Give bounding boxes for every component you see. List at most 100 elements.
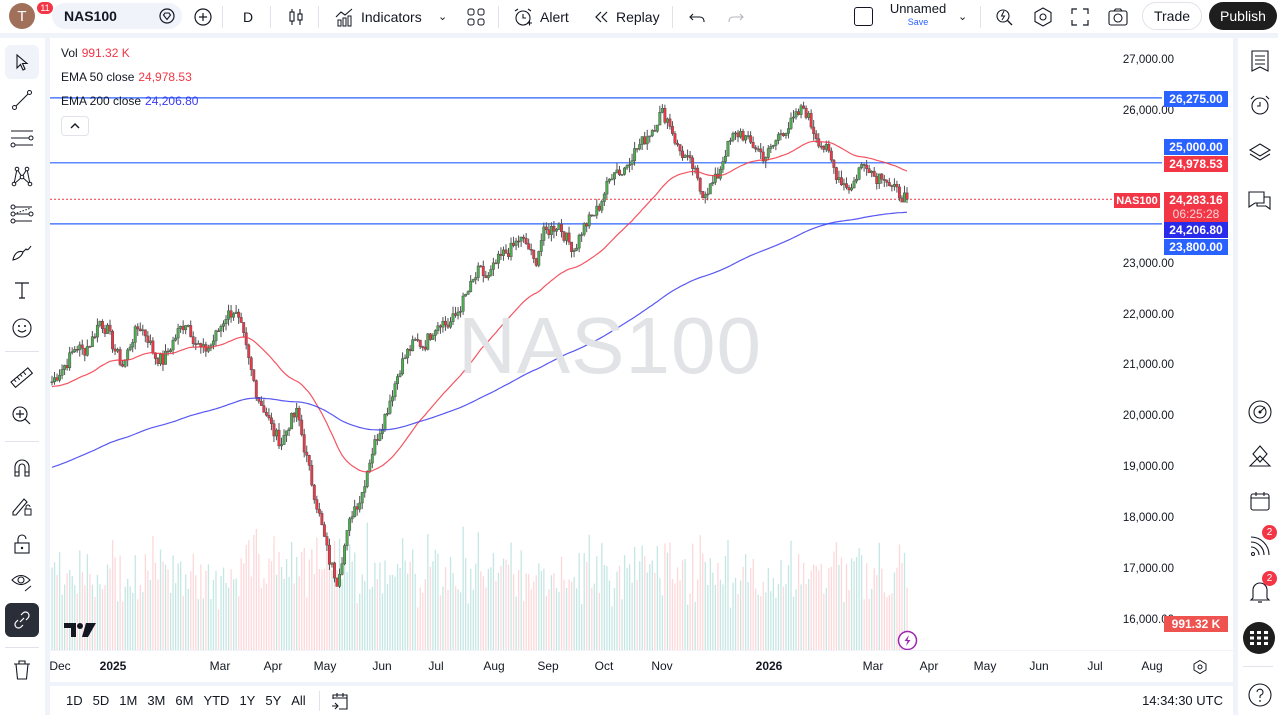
magnet-tool[interactable] bbox=[5, 451, 39, 485]
quick-search-button[interactable] bbox=[993, 0, 1015, 33]
indicators-button[interactable]: Indicators bbox=[333, 0, 422, 33]
chart-pane[interactable]: NAS100 Vol 991.32 K EMA 50 close 24,978.53… bbox=[50, 38, 1233, 682]
right-sidebar: 2 2 bbox=[1238, 38, 1278, 715]
symbol-name: NAS100 bbox=[64, 8, 117, 24]
alerts-panel-button[interactable] bbox=[1245, 90, 1275, 120]
products-menu-button[interactable] bbox=[1243, 622, 1275, 654]
range-5y[interactable]: 5Y bbox=[265, 693, 282, 708]
ideas-icon bbox=[1248, 445, 1272, 467]
tradingview-logo[interactable] bbox=[64, 622, 96, 638]
divider bbox=[318, 690, 320, 711]
time-tick: Jul bbox=[428, 659, 444, 673]
indicators-dropdown[interactable]: ⌄ bbox=[438, 0, 447, 33]
chart-type-button[interactable] bbox=[285, 0, 307, 33]
symbol-price-tag: NAS100 bbox=[1114, 193, 1160, 208]
technicals-button[interactable] bbox=[1245, 397, 1275, 427]
undo-button[interactable] bbox=[687, 0, 709, 33]
lock-all-tool[interactable] bbox=[5, 527, 39, 561]
range-6m[interactable]: 6M bbox=[175, 693, 194, 708]
time-tick: Sep bbox=[537, 659, 559, 673]
brush-tool[interactable] bbox=[5, 235, 39, 269]
alert-button[interactable]: Alert bbox=[512, 0, 569, 33]
fullscreen-button[interactable] bbox=[1069, 0, 1091, 33]
user-avatar[interactable]: T 11 bbox=[9, 1, 54, 29]
price-tick: 20,000.00 bbox=[1122, 410, 1174, 423]
trend-line-tool[interactable] bbox=[5, 83, 39, 117]
axis-settings-icon[interactable] bbox=[1192, 659, 1208, 675]
object-tree-button[interactable] bbox=[1245, 137, 1275, 167]
ideas-button[interactable] bbox=[1245, 441, 1275, 471]
grid-layout-icon bbox=[467, 8, 485, 25]
cursor-tool[interactable] bbox=[5, 45, 39, 79]
brush-icon bbox=[12, 245, 32, 261]
settings-hexagon-icon bbox=[1034, 6, 1052, 27]
compare-button[interactable] bbox=[192, 0, 214, 33]
price-chart[interactable] bbox=[50, 38, 1233, 682]
news-button[interactable]: 2 bbox=[1245, 525, 1277, 561]
redo-button[interactable] bbox=[724, 0, 746, 33]
symbol-search[interactable]: NAS100 bbox=[52, 3, 182, 29]
last-price-label: 24,283.16 06:25:28 bbox=[1164, 192, 1228, 222]
trash-icon bbox=[14, 660, 30, 680]
price-tick: 17,000.00 bbox=[1122, 563, 1174, 575]
hide-drawings-tool[interactable] bbox=[5, 565, 39, 599]
range-3m[interactable]: 3M bbox=[147, 693, 166, 708]
text-tool[interactable] bbox=[5, 273, 39, 307]
notifications-button[interactable]: 2 bbox=[1245, 571, 1277, 607]
sync-drawings-tool[interactable] bbox=[5, 603, 39, 637]
interval-button[interactable]: D bbox=[243, 8, 254, 25]
layout-select-checkbox[interactable] bbox=[854, 0, 873, 33]
range-1m[interactable]: 1M bbox=[119, 693, 138, 708]
trade-button[interactable]: Trade bbox=[1142, 2, 1202, 30]
calendar-icon bbox=[1250, 492, 1270, 511]
watchlist-button[interactable] bbox=[1245, 46, 1275, 76]
help-button[interactable] bbox=[1245, 680, 1275, 710]
xabcd-pattern-icon bbox=[11, 166, 33, 187]
legend-collapse-button[interactable] bbox=[61, 116, 89, 136]
emoji-tool[interactable] bbox=[5, 311, 39, 345]
go-to-date-icon[interactable] bbox=[330, 691, 350, 711]
divider bbox=[5, 647, 39, 648]
gem-icon[interactable] bbox=[158, 7, 176, 25]
time-tick: Nov bbox=[651, 659, 673, 673]
range-1d[interactable]: 1D bbox=[66, 693, 83, 708]
time-tick: Mar bbox=[209, 659, 231, 673]
measure-tool[interactable] bbox=[5, 361, 39, 395]
eye-icon bbox=[11, 574, 32, 592]
price-tick: 26,000.00 bbox=[1122, 104, 1174, 117]
layout-name-button[interactable]: Unnamed Save bbox=[886, 2, 950, 29]
range-all[interactable]: All bbox=[291, 693, 306, 708]
range-1y[interactable]: 1Y bbox=[239, 693, 256, 708]
layouts-button[interactable] bbox=[465, 0, 487, 33]
notifications-badge: 2 bbox=[1262, 571, 1277, 586]
chats-button[interactable] bbox=[1245, 186, 1275, 216]
snapshot-button[interactable] bbox=[1107, 0, 1129, 33]
zoom-in-tool[interactable] bbox=[5, 399, 39, 433]
legend-ema50[interactable]: EMA 50 close 24,978.53 bbox=[61, 70, 192, 84]
replay-button[interactable]: Replay bbox=[592, 0, 660, 33]
divider bbox=[5, 351, 39, 352]
legend-ema200[interactable]: EMA 200 close 24,206.80 bbox=[61, 94, 199, 108]
publish-button[interactable]: Publish bbox=[1209, 2, 1277, 30]
divider bbox=[318, 6, 319, 28]
legend-volume[interactable]: Vol 991.32 K bbox=[61, 46, 130, 60]
help-question-icon bbox=[1248, 683, 1272, 707]
lightning-event-icon[interactable] bbox=[897, 630, 918, 651]
range-5d[interactable]: 5D bbox=[92, 693, 110, 708]
layout-dropdown[interactable]: ⌄ bbox=[958, 0, 967, 33]
chevron-down-icon: ⌄ bbox=[438, 11, 448, 23]
fib-tool[interactable] bbox=[5, 197, 39, 231]
lock-drawings-tool[interactable] bbox=[5, 489, 39, 523]
fullscreen-icon bbox=[1071, 7, 1089, 26]
settings-button[interactable] bbox=[1032, 0, 1054, 33]
remove-drawings-tool[interactable] bbox=[5, 653, 39, 687]
horizontal-lines-tool[interactable] bbox=[5, 121, 39, 155]
calendar-button[interactable] bbox=[1245, 486, 1275, 516]
cursor-arrow-icon bbox=[16, 53, 29, 71]
time-tick: Dec bbox=[50, 659, 71, 673]
range-ytd[interactable]: YTD bbox=[203, 693, 230, 708]
utc-clock[interactable]: 14:34:30 UTC bbox=[1142, 693, 1223, 708]
price-tick: 21,000.00 bbox=[1122, 359, 1174, 372]
pattern-tool[interactable] bbox=[5, 159, 39, 193]
time-tick: Apr bbox=[263, 659, 283, 673]
